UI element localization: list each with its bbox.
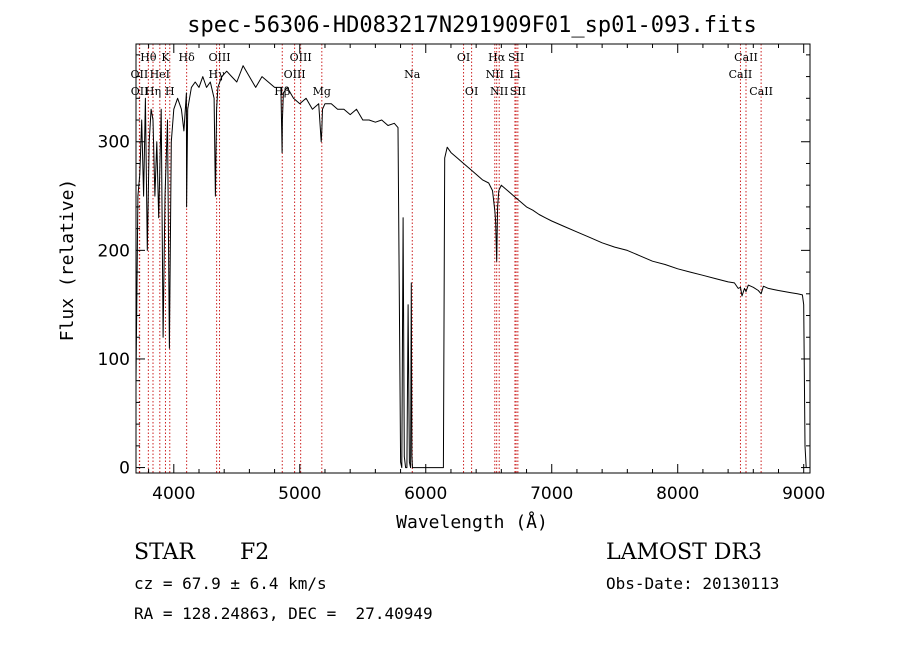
chart-title: spec-56306-HD083217N291909F01_sp01-093.f…: [187, 13, 757, 38]
x-tick-label-0: 4000: [152, 484, 195, 504]
line-marker-label-16: OI: [465, 85, 478, 98]
line-marker-label-12: OIII: [290, 51, 312, 64]
y-tick-label-0: 0: [119, 459, 130, 479]
line-marker-label-17: NII: [486, 68, 504, 81]
y-tick-label-2: 200: [98, 241, 130, 261]
object-subclass: F2: [240, 540, 269, 565]
y-axis-ticks: 0 100 200 300: [98, 54, 810, 479]
object-class: STAR: [134, 540, 196, 565]
line-marker-label-2: OII: [131, 85, 149, 98]
line-marker-label-15: OI: [457, 51, 470, 64]
line-marker-label-1: OII: [131, 68, 149, 81]
survey-name: LAMOST DR3: [606, 540, 762, 565]
line-marker-label-21: SII: [508, 51, 524, 64]
line-marker-label-20: Li: [510, 68, 521, 81]
y-axis-label: Flux (relative): [57, 179, 78, 342]
observation-date: Obs-Date: 20130113: [606, 574, 779, 593]
line-marker-label-9: OIII: [208, 51, 230, 64]
line-marker-label-18: Hα: [488, 51, 506, 64]
x-axis-label: Wavelength (Å): [396, 511, 548, 533]
line-marker-label-0: Hθ: [140, 51, 157, 64]
line-marker-label-11: OIII: [284, 68, 306, 81]
line-marker-label-14: Na: [404, 68, 421, 81]
coordinates-readout: RA = 128.24863, DEC = 27.40949: [134, 604, 433, 623]
redshift-readout: cz = 67.9 ± 6.4 km/s: [134, 574, 327, 593]
line-marker-labels: HθOIIOIIHηHeIKHHδHγOIIIHβOIIIOIIIMgNaOIO…: [131, 51, 773, 98]
line-marker-label-25: CaII: [749, 85, 773, 98]
x-tick-label-2: 6000: [404, 484, 447, 504]
line-marker-label-23: CaII: [729, 68, 753, 81]
line-marker-label-7: Hδ: [179, 51, 196, 64]
line-marker-label-13: Mg: [313, 85, 331, 98]
plot-frame: [135, 43, 811, 474]
x-tick-label-1: 5000: [278, 484, 321, 504]
line-marker-label-5: K: [161, 51, 170, 64]
line-marker-label-22: SII: [510, 85, 526, 98]
x-tick-label-3: 7000: [530, 484, 573, 504]
spectrum-series: [135, 65, 807, 469]
series-line-flux: [135, 65, 807, 469]
x-tick-label-4: 8000: [656, 484, 699, 504]
line-marker-label-19: NII: [490, 85, 508, 98]
y-tick-label-3: 300: [98, 133, 130, 153]
line-marker-label-4: HeI: [150, 68, 170, 81]
line-marker-label-6: H: [165, 85, 175, 98]
x-axis-ticks: 4000 5000 6000 7000 8000 9000: [148, 44, 825, 504]
line-marker-label-8: Hγ: [209, 68, 226, 81]
line-marker-label-24: CaII: [734, 51, 758, 64]
x-tick-label-5: 9000: [782, 484, 825, 504]
y-tick-label-1: 100: [98, 350, 130, 370]
line-markers: [138, 44, 762, 473]
line-marker-label-3: Hη: [145, 85, 161, 98]
